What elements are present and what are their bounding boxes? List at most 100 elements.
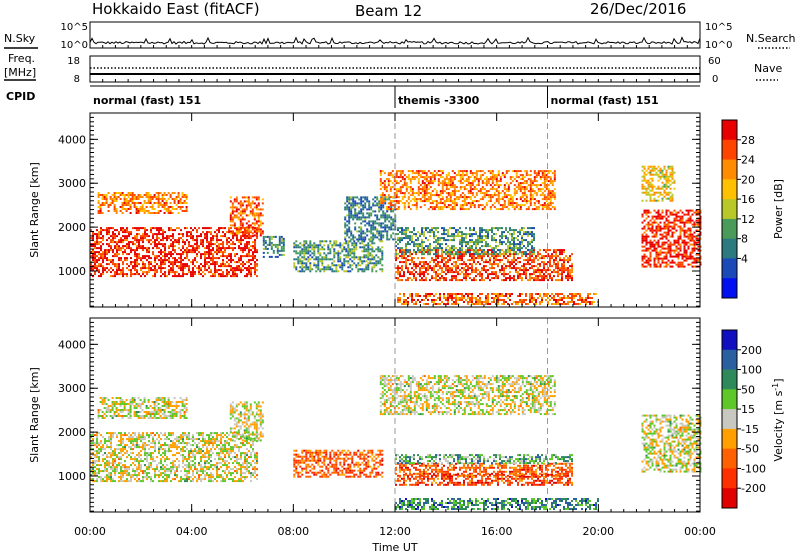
velocity-bar-swatch (722, 369, 737, 390)
echo-region (293, 449, 384, 478)
station-title: Hokkaido East (fitACF) (92, 0, 260, 18)
nsearch-tick-top: 10^5 (705, 22, 732, 33)
power-bar-tick-label: 8 (741, 233, 748, 246)
echo-region (397, 293, 599, 305)
nsky-tick-top: 10^5 (61, 22, 88, 33)
power-bar-swatch (722, 238, 737, 259)
echo-region (641, 209, 702, 268)
freq-unit: [MHz] (4, 66, 36, 79)
echo-region (90, 432, 258, 483)
power-bar-label: Power [dB] (772, 179, 785, 239)
echo-region (395, 498, 599, 510)
x-tick-label: 08:00 (277, 525, 309, 538)
y-tick-label: 1000 (58, 265, 86, 278)
time-axis-label: Time UT (371, 541, 417, 554)
cpid-mode-label: normal (fast) 151 (93, 94, 201, 107)
power-bar-frame (721, 119, 738, 299)
power-bar-tick-label: 28 (741, 134, 755, 147)
y-tick-label: 3000 (58, 177, 86, 190)
velocity-bar-tick-label: -200 (741, 482, 766, 495)
nsky-tick-bottom: 10^0 (61, 40, 88, 51)
power-panel: 1000 2000 3000 4000 Slant Range [km] (28, 112, 702, 308)
y-tick-label: 2000 (58, 426, 86, 439)
nave-tick-top: 60 (708, 56, 721, 67)
cpid-modes: normal (fast) 151 themis -3300 normal (fas… (93, 86, 659, 108)
power-bar-tick-label: 24 (741, 154, 755, 167)
velocity-bar-swatch (722, 409, 737, 430)
velocity-bar-frame (721, 329, 738, 509)
velocity-bar-swatch (722, 488, 737, 509)
date-title: 26/Dec/2016 (590, 0, 686, 18)
echo-region (229, 196, 264, 237)
freq-strip (89, 55, 701, 83)
velocity-bar-tick-label: 15 (741, 403, 755, 416)
power-bar-swatch (722, 199, 737, 220)
power-bar-swatch (722, 139, 737, 161)
echo-region (262, 235, 285, 258)
echo-region (641, 414, 702, 473)
velocity-bar-swatch (722, 468, 737, 489)
velocity-y-label: Slant Range [km] (28, 367, 41, 463)
freq-tick-bottom: 8 (74, 74, 80, 85)
velocity-bar-tick-label: -100 (741, 462, 766, 475)
echo-region (229, 401, 264, 442)
nave-label: Nave (754, 62, 782, 75)
velocity-bar-swatch (722, 448, 737, 469)
velocity-bar-tick-label: 100 (741, 364, 762, 377)
cpid-mode-label: themis -3300 (398, 94, 480, 107)
power-bar-tick-label: 20 (741, 173, 755, 186)
power-bar-tick-label: 4 (741, 252, 748, 265)
echo-region (97, 397, 188, 419)
freq-label: Freq. (8, 52, 35, 65)
y-tick-label: 3000 (58, 382, 86, 395)
power-colorbar: 28 24 20 16 12 8 4 Power [dB] (721, 119, 785, 299)
x-tick-label: 00:00 (684, 525, 716, 538)
echo-region (641, 165, 676, 202)
freq-tick-top: 18 (67, 56, 80, 67)
velocity-bar-label: Velocity [m s-1] (771, 378, 785, 461)
nsky-strip (89, 21, 701, 49)
nsky-trace (89, 36, 701, 45)
nsearch-tick-bottom: 10^0 (705, 40, 732, 51)
velocity-bar-tick-label: -50 (741, 443, 759, 456)
y-tick-label: 1000 (58, 470, 86, 483)
velocity-bar-swatch (722, 428, 737, 450)
echo-region (395, 462, 573, 477)
power-bar-tick-label: 16 (741, 193, 755, 206)
echo-region (379, 375, 556, 416)
echo-region (379, 170, 556, 211)
velocity-panel: 1000 2000 3000 4000 Slant Range [km] (28, 317, 702, 513)
nsearch-label: N.Search (746, 32, 796, 45)
nave-tick-bottom: 0 (712, 74, 718, 85)
echo-region (395, 473, 573, 486)
echo-region (395, 227, 535, 256)
echo-region (395, 249, 573, 282)
velocity-bar-tick-label: -15 (741, 423, 759, 436)
velocity-colorbar: 200 100 50 15 -15 -50 -100 -200 Velocity [m s-1] (721, 329, 785, 509)
x-tick-label: 20:00 (582, 525, 614, 538)
power-bar-swatch (722, 159, 737, 180)
x-tick-label: 00:00 (74, 525, 106, 538)
velocity-bar-tick-label: 200 (741, 344, 762, 357)
power-bar-swatch (722, 179, 737, 200)
y-tick-label: 4000 (58, 133, 86, 146)
power-bar-swatch (722, 278, 737, 299)
echo-region (97, 192, 188, 214)
time-axis: 00:00 04:00 08:00 12:00 16:00 20:00 00:00 (74, 45, 716, 538)
power-y-label: Slant Range [km] (28, 162, 41, 258)
velocity-bar-swatch (722, 330, 737, 351)
power-bar-swatch (722, 258, 737, 279)
velocity-bar-swatch (722, 349, 737, 371)
y-tick-label: 4000 (58, 338, 86, 351)
cpid-label: CPID (6, 90, 35, 103)
nsky-label: N.Sky (4, 32, 36, 45)
echo-region (395, 454, 573, 465)
cpid-mode-label: normal (fast) 151 (551, 94, 659, 107)
velocity-bar-tick-label: 50 (741, 383, 755, 396)
power-bar-swatch (722, 120, 737, 141)
velocity-bar-swatch (722, 389, 737, 410)
x-tick-label: 16:00 (481, 525, 513, 538)
echo-region (293, 240, 384, 273)
x-tick-label: 12:00 (379, 525, 411, 538)
